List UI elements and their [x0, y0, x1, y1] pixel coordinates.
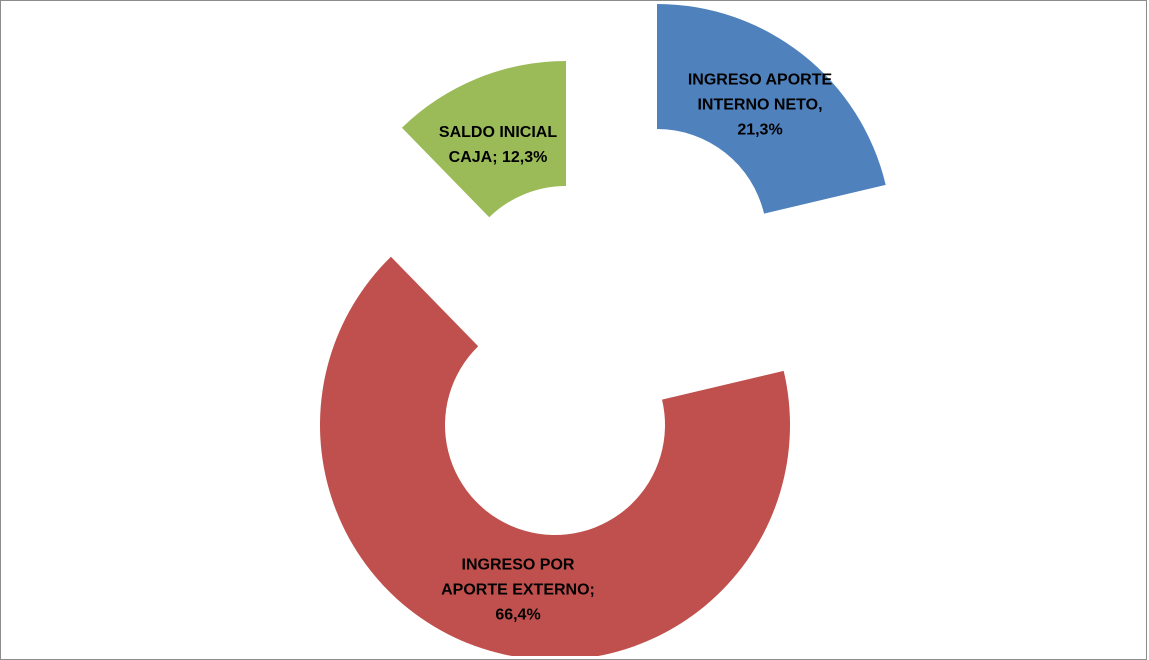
value-label: 21,3% — [737, 121, 783, 139]
doughnut-slice — [657, 4, 886, 214]
value-label: 66,4% — [495, 606, 541, 624]
category-label: SALDO INICIAL CAJA; — [438, 124, 558, 166]
category-label: INGRESO APORTE INTERNO NETO, — [687, 71, 833, 114]
data-label: INGRESO APORTE INTERNO NETO, 21,3% — [685, 68, 835, 143]
data-label: SALDO INICIAL CAJA; 12,3% — [428, 120, 568, 170]
doughnut-slice — [320, 256, 790, 656]
data-label: INGRESO POR APORTE EXTERNO; 66,4% — [436, 553, 601, 628]
value-label: 12,3% — [501, 149, 548, 166]
category-label: INGRESO POR APORTE EXTERNO; — [441, 556, 595, 599]
doughnut-slice — [401, 61, 566, 218]
